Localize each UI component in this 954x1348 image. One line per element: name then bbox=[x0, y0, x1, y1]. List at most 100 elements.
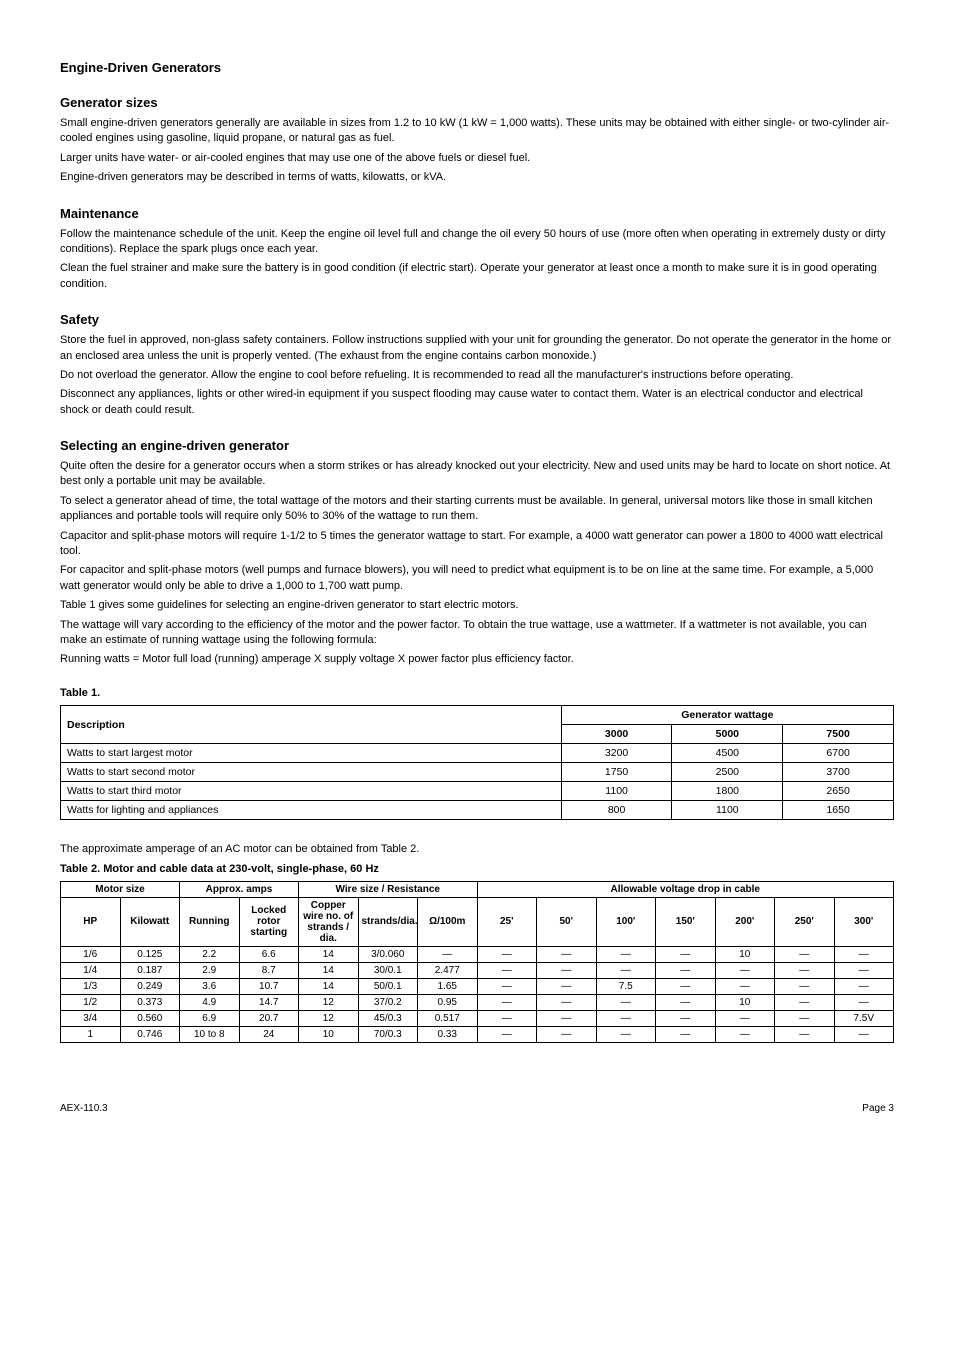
table1-title: Table 1. bbox=[60, 686, 894, 701]
cell: — bbox=[477, 962, 537, 978]
cell: 0.125 bbox=[120, 946, 180, 962]
para: Clean the fuel strainer and make sure th… bbox=[60, 261, 894, 292]
th: 100' bbox=[596, 897, 656, 946]
para: Table 1 gives some guidelines for select… bbox=[60, 598, 894, 613]
th-drop: Allowable voltage drop in cable bbox=[477, 881, 894, 897]
th-sub: 5000 bbox=[672, 725, 783, 744]
cell: 24 bbox=[239, 1026, 299, 1042]
table-row: 1/20.3734.914.71237/0.20.95————10—— bbox=[61, 994, 894, 1010]
th-sub: 3000 bbox=[561, 725, 672, 744]
cell: 10 bbox=[715, 946, 775, 962]
cell: 10 bbox=[715, 994, 775, 1010]
cell-val: 1100 bbox=[672, 801, 783, 820]
section-generator-sizes: Generator sizes Small engine-driven gene… bbox=[60, 95, 894, 186]
th: 50' bbox=[537, 897, 597, 946]
cell: — bbox=[537, 962, 597, 978]
cell: — bbox=[477, 1010, 537, 1026]
cell: 0.746 bbox=[120, 1026, 180, 1042]
th: Copper wire no. of strands / dia. bbox=[299, 897, 359, 946]
cell-val: 1650 bbox=[783, 801, 894, 820]
cell: — bbox=[596, 994, 656, 1010]
page-title: Engine-Driven Generators bbox=[60, 60, 894, 75]
cell: — bbox=[715, 962, 775, 978]
cell: 1/6 bbox=[61, 946, 121, 962]
table-row: 1/30.2493.610.71450/0.11.65——7.5———— bbox=[61, 978, 894, 994]
cell: — bbox=[656, 1010, 716, 1026]
section-selecting: Selecting an engine-driven generator Qui… bbox=[60, 438, 894, 668]
cell: 14 bbox=[299, 946, 359, 962]
table-row: 3/40.5606.920.71245/0.30.517——————7.5V bbox=[61, 1010, 894, 1026]
cell: 4.9 bbox=[180, 994, 240, 1010]
cell: — bbox=[715, 1026, 775, 1042]
cell: 10 bbox=[299, 1026, 359, 1042]
cell: — bbox=[596, 946, 656, 962]
th-sub: 7500 bbox=[783, 725, 894, 744]
table-row: 1/40.1872.98.71430/0.12.477——————— bbox=[61, 962, 894, 978]
cell: — bbox=[477, 994, 537, 1010]
th: strands/dia. bbox=[358, 897, 418, 946]
heading-select: Selecting an engine-driven generator bbox=[60, 438, 894, 453]
cell-val: 800 bbox=[561, 801, 672, 820]
cell: 8.7 bbox=[239, 962, 299, 978]
cell: 6.9 bbox=[180, 1010, 240, 1026]
cell: 14 bbox=[299, 962, 359, 978]
para: Engine-driven generators may be describe… bbox=[60, 170, 894, 185]
th: Locked rotor starting bbox=[239, 897, 299, 946]
cell: 7.5 bbox=[596, 978, 656, 994]
cell: — bbox=[596, 1026, 656, 1042]
cell-val: 1800 bbox=[672, 782, 783, 801]
cell: 12 bbox=[299, 994, 359, 1010]
cell: — bbox=[656, 962, 716, 978]
cell: 6.6 bbox=[239, 946, 299, 962]
th: 150' bbox=[656, 897, 716, 946]
cell: 2.477 bbox=[418, 962, 478, 978]
table-row: Watts to start largest motor320045006700 bbox=[61, 744, 894, 763]
cell: 14.7 bbox=[239, 994, 299, 1010]
cell: 2.9 bbox=[180, 962, 240, 978]
table-row: Watts for lighting and appliances8001100… bbox=[61, 801, 894, 820]
footer-page: Page 3 bbox=[862, 1103, 894, 1114]
para: Follow the maintenance schedule of the u… bbox=[60, 227, 894, 258]
cell: — bbox=[775, 994, 835, 1010]
table1: Description Generator wattage 3000 5000 … bbox=[60, 705, 894, 820]
cell: 30/0.1 bbox=[358, 962, 418, 978]
para: Small engine-driven generators generally… bbox=[60, 116, 894, 147]
th: 200' bbox=[715, 897, 775, 946]
cell-desc: Watts to start second motor bbox=[61, 763, 562, 782]
cell-desc: Watts to start third motor bbox=[61, 782, 562, 801]
para: Quite often the desire for a generator o… bbox=[60, 459, 894, 490]
cell: — bbox=[834, 994, 894, 1010]
cell: 45/0.3 bbox=[358, 1010, 418, 1026]
para: The wattage will vary according to the e… bbox=[60, 618, 894, 649]
th: Ω/100m bbox=[418, 897, 478, 946]
cell: — bbox=[477, 946, 537, 962]
cell: 0.373 bbox=[120, 994, 180, 1010]
cell: 0.517 bbox=[418, 1010, 478, 1026]
th: 250' bbox=[775, 897, 835, 946]
cell-val: 4500 bbox=[672, 744, 783, 763]
cell: 20.7 bbox=[239, 1010, 299, 1026]
cell: 0.187 bbox=[120, 962, 180, 978]
cell: — bbox=[537, 1026, 597, 1042]
cell: — bbox=[834, 978, 894, 994]
heading-sizes: Generator sizes bbox=[60, 95, 894, 110]
th: HP bbox=[61, 897, 121, 946]
th-size: Motor size bbox=[61, 881, 180, 897]
cell: — bbox=[596, 1010, 656, 1026]
cell: — bbox=[834, 962, 894, 978]
cell: 1.65 bbox=[418, 978, 478, 994]
cell: 0.95 bbox=[418, 994, 478, 1010]
th: 300' bbox=[834, 897, 894, 946]
cell: 3/0.060 bbox=[358, 946, 418, 962]
heading-maint: Maintenance bbox=[60, 206, 894, 221]
cell: — bbox=[834, 1026, 894, 1042]
cell: — bbox=[656, 946, 716, 962]
table2-caption: The approximate amperage of an AC motor … bbox=[60, 842, 894, 857]
para: Store the fuel in approved, non-glass sa… bbox=[60, 333, 894, 364]
cell: — bbox=[418, 946, 478, 962]
cell: — bbox=[537, 994, 597, 1010]
cell: — bbox=[656, 1026, 716, 1042]
th: Kilowatt bbox=[120, 897, 180, 946]
th-amps: Approx. amps bbox=[180, 881, 299, 897]
cell-val: 6700 bbox=[783, 744, 894, 763]
